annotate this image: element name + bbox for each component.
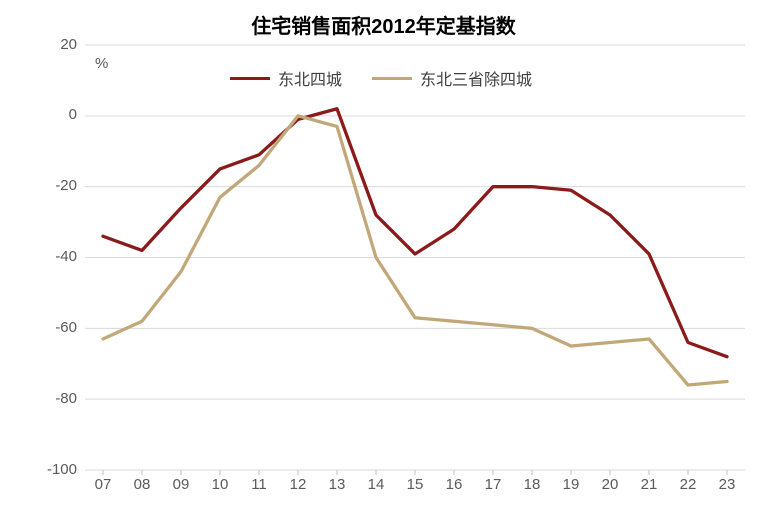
plot-svg (0, 0, 767, 516)
y-tick-label: 20 (60, 36, 77, 53)
x-tick-label: 20 (595, 476, 625, 493)
y-tick-label: -40 (55, 248, 77, 265)
y-tick-label: -60 (55, 319, 77, 336)
x-tick-label: 09 (166, 476, 196, 493)
chart-container: 住宅销售面积2012年定基指数 % 东北四城 东北三省除四城 200-20-40… (0, 0, 767, 516)
y-tick-label: -80 (55, 390, 77, 407)
x-tick-label: 12 (283, 476, 313, 493)
y-tick-label: 0 (69, 106, 77, 123)
x-tick-label: 14 (361, 476, 391, 493)
x-tick-label: 16 (439, 476, 469, 493)
x-tick-label: 23 (712, 476, 742, 493)
x-tick-label: 15 (400, 476, 430, 493)
y-tick-label: -100 (47, 461, 77, 478)
x-tick-label: 22 (673, 476, 703, 493)
y-tick-label: -20 (55, 177, 77, 194)
x-tick-label: 11 (244, 476, 274, 493)
x-tick-label: 13 (322, 476, 352, 493)
x-tick-label: 10 (205, 476, 235, 493)
x-tick-label: 18 (517, 476, 547, 493)
x-tick-label: 19 (556, 476, 586, 493)
x-tick-label: 08 (127, 476, 157, 493)
x-tick-label: 21 (634, 476, 664, 493)
x-tick-label: 07 (88, 476, 118, 493)
x-tick-label: 17 (478, 476, 508, 493)
